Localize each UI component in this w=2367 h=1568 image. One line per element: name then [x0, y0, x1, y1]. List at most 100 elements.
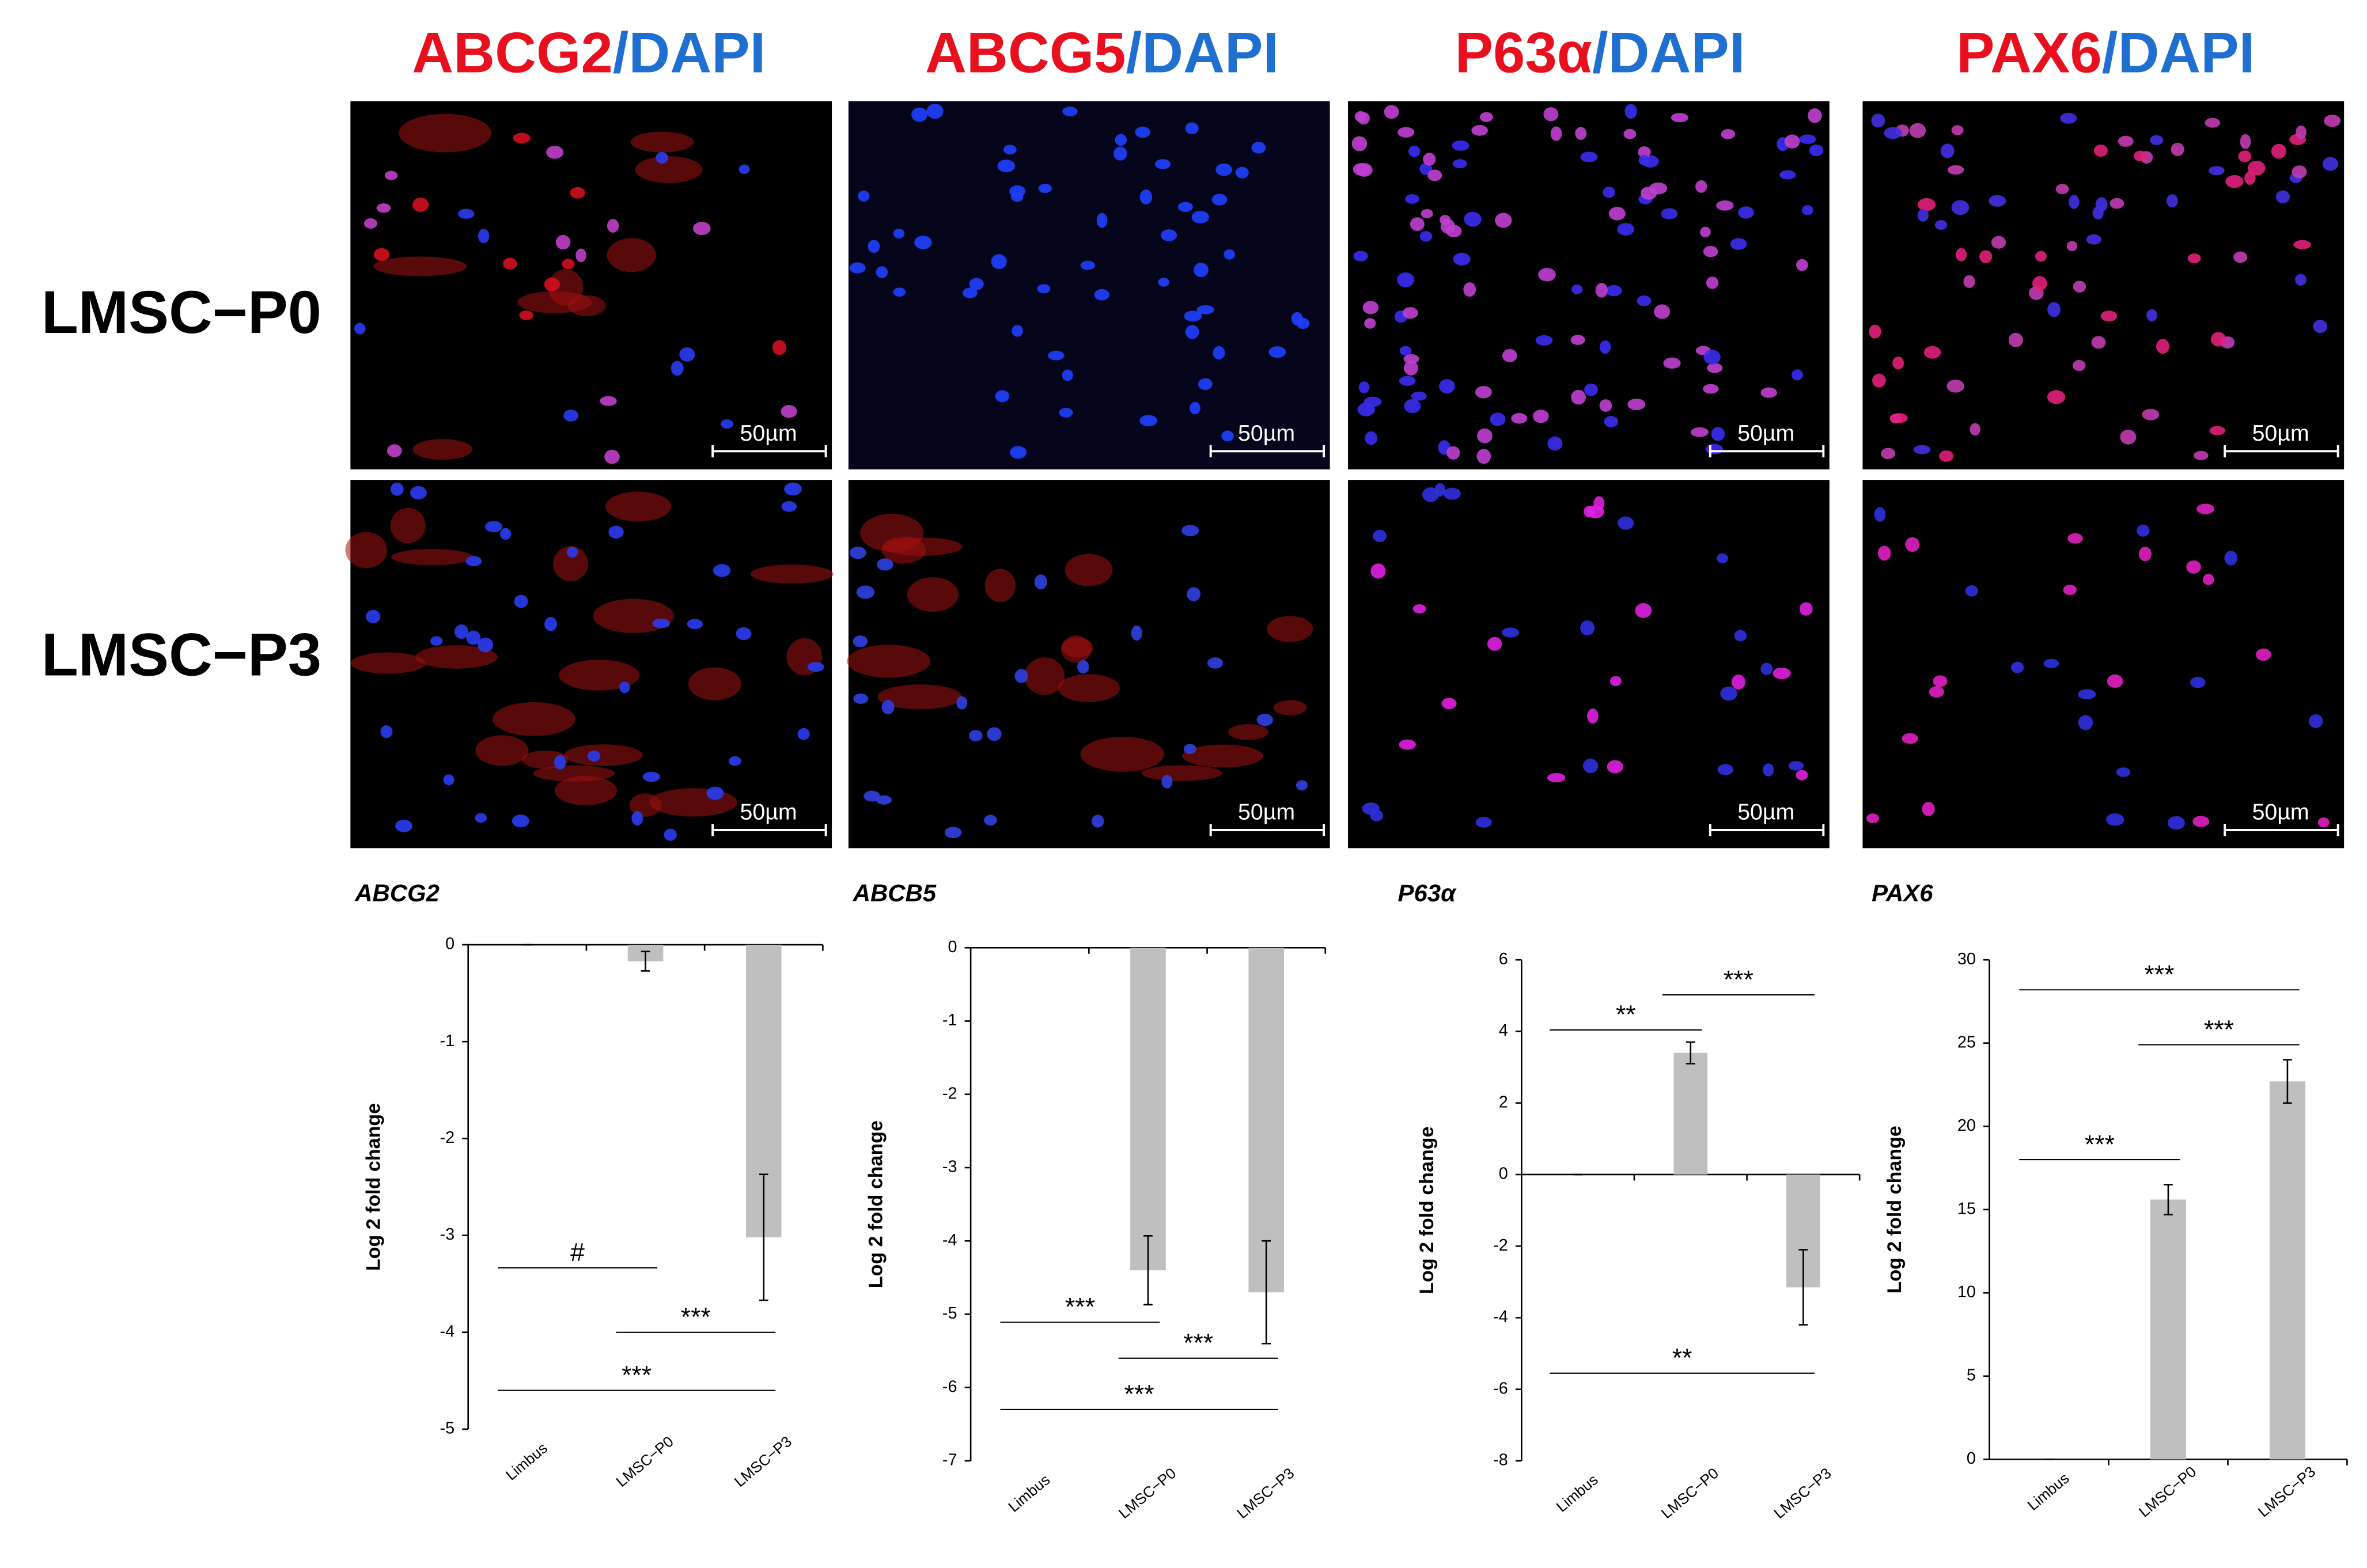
nucleus: [1399, 346, 1412, 356]
y-tick-label: -6: [1493, 1379, 1508, 1397]
nucleus: [2190, 676, 2206, 688]
nucleus: [1221, 430, 1234, 442]
nucleus: [373, 248, 390, 262]
nucleus: [1580, 152, 1598, 162]
nucleus: [1538, 268, 1556, 282]
nucleus: [1608, 207, 1626, 221]
nucleus: [502, 257, 517, 270]
nucleus: [387, 444, 402, 457]
nucleus: [1760, 662, 1773, 675]
y-tick-label: -2: [942, 1084, 957, 1103]
cytoplasm: [564, 744, 643, 766]
chart-title: ABCB5: [853, 880, 937, 907]
nucleus: [519, 310, 533, 320]
nucleus: [1477, 428, 1493, 444]
nucleus: [1871, 113, 1885, 128]
nucleus: [1198, 378, 1213, 390]
y-tick-label: 0: [948, 938, 957, 956]
nucleus: [876, 266, 888, 278]
nucleus: [853, 693, 869, 704]
stain-name: /DAPI: [1126, 21, 1279, 85]
marker-name: ABCG5: [925, 21, 1126, 85]
nucleus: [1695, 180, 1707, 193]
nucleus: [772, 340, 787, 355]
nucleus: [2171, 142, 2184, 156]
cytoplasm: [1141, 765, 1223, 781]
micrograph: 50µm: [848, 101, 1330, 469]
micrograph: 50µm: [1862, 101, 2345, 469]
x-tick-label: LMSC−P3: [1770, 1464, 1834, 1522]
cytoplasm: [847, 645, 931, 678]
nucleus: [713, 564, 731, 577]
nucleus: [1012, 325, 1023, 337]
nucleus: [1384, 105, 1399, 119]
nucleus: [1235, 166, 1249, 179]
nucleus: [1441, 698, 1457, 710]
cytoplasm: [1182, 744, 1264, 768]
nucleus: [1511, 413, 1528, 424]
nucleus: [1177, 202, 1193, 212]
nucleus: [969, 730, 983, 742]
nucleus: [1965, 585, 1978, 597]
cytoplasm: [1228, 724, 1268, 740]
nucleus: [853, 635, 868, 647]
nucleus: [608, 525, 624, 539]
nucleus: [1884, 127, 1902, 139]
significance-label: #: [570, 1239, 585, 1267]
cytoplasm: [373, 256, 467, 277]
nucleus: [2240, 134, 2251, 149]
micrograph-background: [350, 101, 832, 469]
row-label: LMSC−P3: [41, 622, 321, 689]
nucleus: [1114, 146, 1127, 161]
micrograph: 50µm: [350, 101, 832, 469]
nucleus: [652, 618, 671, 628]
scale-bar-label: 50µm: [1238, 421, 1295, 446]
nucleus: [1963, 275, 1975, 289]
nucleus: [2067, 533, 2083, 544]
y-axis-label: Log 2 fold change: [1884, 1126, 1906, 1293]
nucleus: [1224, 249, 1235, 260]
nucleus: [2211, 332, 2226, 347]
marker-name: ABCG2: [412, 21, 612, 85]
nucleus: [1475, 816, 1492, 828]
nucleus: [1717, 553, 1728, 563]
nucleus: [1773, 667, 1791, 680]
nucleus: [693, 221, 711, 236]
nucleus: [1599, 340, 1611, 354]
nucleus: [546, 146, 564, 159]
nucleus: [1476, 449, 1491, 464]
nucleus: [1956, 248, 1967, 262]
nucleus: [1979, 250, 1993, 263]
nucleus: [570, 187, 585, 199]
nucleus: [484, 521, 502, 533]
nucleus: [2073, 281, 2086, 293]
nucleus: [1211, 194, 1228, 206]
nucleus: [1760, 387, 1777, 398]
nucleus: [1034, 574, 1047, 590]
nucleus: [1010, 446, 1027, 459]
nucleus: [1917, 209, 1929, 222]
nucleus: [1423, 153, 1436, 166]
scale-bar-label: 50µm: [740, 799, 797, 824]
nucleus: [1799, 134, 1816, 144]
cytoplasm: [390, 507, 426, 544]
nucleus: [1194, 262, 1209, 278]
nucleus: [1048, 350, 1065, 361]
nucleus: [391, 482, 404, 496]
nucleus: [1357, 403, 1375, 416]
nucleus: [1784, 134, 1800, 149]
nucleus: [475, 813, 487, 823]
nucleus: [1623, 128, 1637, 139]
nucleus: [1490, 412, 1506, 426]
nucleus: [513, 132, 531, 143]
marker-name: PAX6: [1956, 21, 2102, 85]
nucleus: [1618, 516, 1634, 530]
nucleus: [991, 254, 1007, 270]
nucleus: [1587, 709, 1599, 724]
nucleus: [554, 755, 566, 770]
panel-title: PAX6/DAPI: [1956, 21, 2255, 85]
nucleus: [1190, 402, 1200, 415]
y-axis-label: Log 2 fold change: [362, 1103, 384, 1271]
nucleus: [807, 662, 824, 672]
x-tick-label: Limbus: [1005, 1471, 1053, 1515]
